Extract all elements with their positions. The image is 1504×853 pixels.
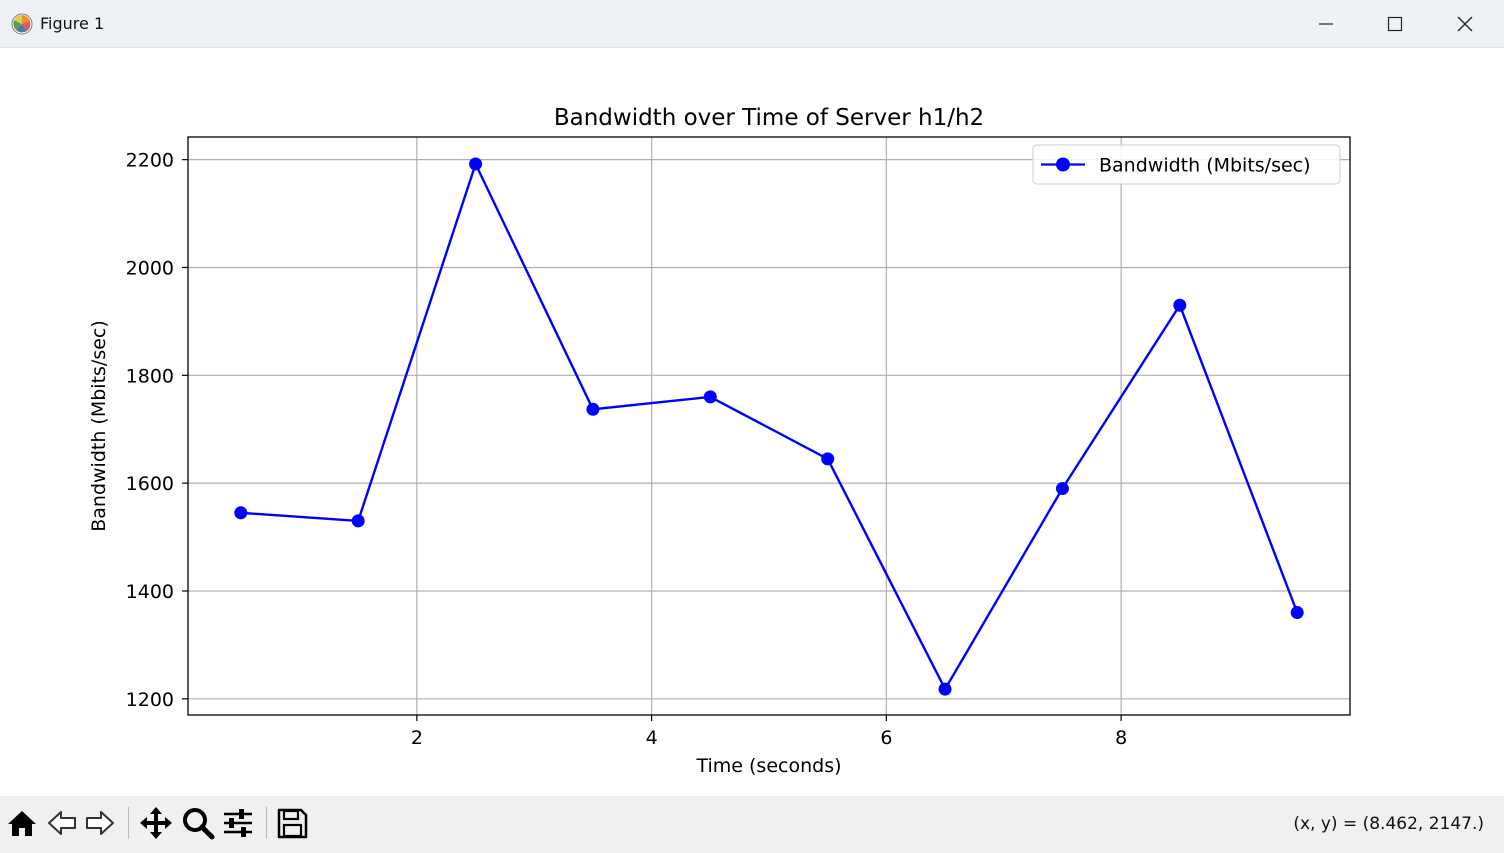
save-button[interactable] [274, 805, 310, 841]
data-point [1290, 606, 1304, 620]
x-tick-label: 2 [411, 727, 423, 749]
y-tick-label: 1800 [126, 365, 174, 387]
back-button[interactable] [44, 805, 80, 841]
maximize-button[interactable] [1360, 0, 1430, 47]
data-point [351, 514, 365, 528]
y-tick-label: 2200 [126, 150, 174, 172]
data-point [703, 390, 717, 404]
matplotlib-icon [11, 13, 33, 35]
x-tick-label: 8 [1115, 727, 1127, 749]
data-point [586, 402, 600, 416]
title-bar[interactable]: Figure 1 [0, 0, 1504, 48]
axes-frame [187, 136, 1351, 716]
legend: Bandwidth (Mbits/sec) [1032, 144, 1341, 185]
toolbar-separator [128, 807, 129, 839]
data-point [821, 452, 835, 466]
legend-box [1032, 144, 1341, 185]
pan-button[interactable] [138, 805, 174, 841]
close-button[interactable] [1430, 0, 1500, 47]
move-icon [140, 807, 172, 839]
line-chart[interactable]: 2 4 6 8 1200 1400 1600 1800 2000 2200 Bandwidth o… [0, 48, 1504, 796]
minimize-button[interactable] [1291, 0, 1361, 47]
close-icon [1457, 16, 1473, 31]
forward-button[interactable] [82, 805, 118, 841]
y-tick-label: 1400 [126, 581, 174, 603]
series-layer [234, 157, 1304, 696]
ticks: 2 4 6 8 1200 1400 1600 1800 2000 2200 [126, 150, 1128, 749]
x-tick-label: 6 [880, 727, 892, 749]
x-tick-label: 4 [646, 727, 658, 749]
y-tick-label: 2000 [126, 257, 174, 279]
y-tick-label: 1600 [126, 473, 174, 495]
back-arrow-icon [48, 811, 76, 835]
configure-subplots-button[interactable] [220, 805, 256, 841]
y-tick-label: 1200 [126, 689, 174, 711]
minimize-icon [1319, 22, 1333, 25]
series-line [240, 162, 1299, 691]
forward-arrow-icon [86, 811, 114, 835]
cursor-coordinates: (x, y) = (8.462, 2147.) [1293, 814, 1484, 834]
data-point [1055, 482, 1069, 496]
x-axis-label: Time (seconds) [695, 755, 841, 777]
data-point [938, 682, 952, 696]
window-title: Figure 1 [40, 14, 105, 33]
sliders-icon [224, 809, 252, 837]
legend-marker [1056, 157, 1070, 172]
home-icon [8, 811, 36, 836]
data-point [469, 157, 483, 171]
y-axis-label: Bandwidth (Mbits/sec) [88, 320, 110, 532]
zoom-icon [183, 808, 215, 840]
maximize-icon [1387, 16, 1403, 31]
data-point [234, 506, 248, 520]
grid [188, 137, 1350, 715]
data-point [1173, 298, 1187, 312]
zoom-button[interactable] [180, 805, 216, 841]
chart-title: Bandwidth over Time of Server h1/h2 [554, 105, 984, 131]
toolbar-separator [266, 807, 267, 839]
legend-label: Bandwidth (Mbits/sec) [1099, 155, 1311, 177]
home-button[interactable] [4, 805, 40, 841]
save-icon [277, 808, 308, 839]
navigation-toolbar: (x, y) = (8.462, 2147.) [0, 796, 1504, 853]
figure-canvas[interactable]: 2 4 6 8 1200 1400 1600 1800 2000 2200 Bandwidth o… [0, 48, 1504, 796]
